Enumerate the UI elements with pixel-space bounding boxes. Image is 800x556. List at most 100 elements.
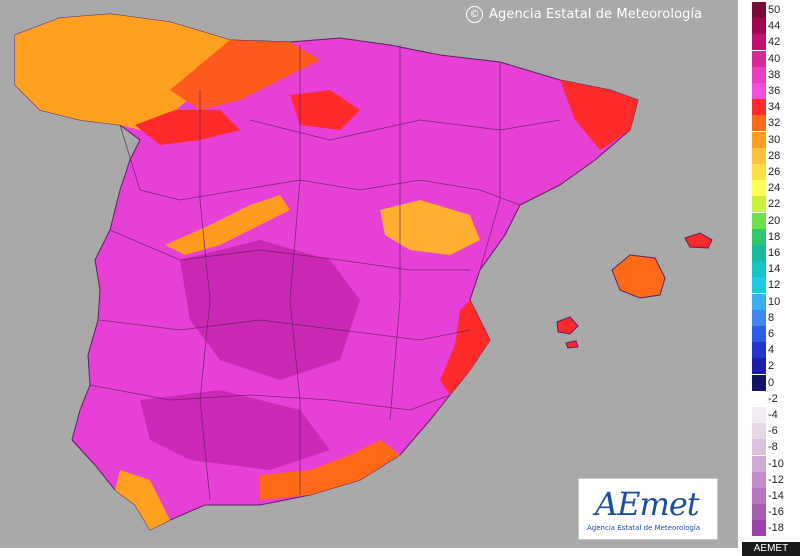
temperature-map [14, 13, 713, 531]
central-hot-core [180, 240, 360, 380]
menorca [684, 232, 713, 249]
legend-label: -18 [768, 522, 784, 535]
legend-swatch [752, 374, 766, 391]
legend-entry: -4 [742, 407, 798, 423]
legend-label: 30 [768, 133, 781, 146]
northwest-hot-band [135, 110, 240, 145]
legend-swatch [752, 277, 766, 294]
legend-label: 12 [768, 279, 781, 292]
mallorca [611, 254, 666, 299]
credit-text: © Agencia Estatal de Meteorología [466, 6, 702, 23]
temperature-legend: 50 44 42 40 38 36 34 32 30 28 26 24 22 20 18 16 14 12 10 8 6… [742, 2, 798, 548]
legend-entry: 40 [742, 50, 798, 67]
legend-swatch [752, 196, 766, 213]
legend-label: 40 [768, 52, 781, 65]
legend-label: 32 [768, 117, 781, 130]
legend-label: 14 [768, 263, 781, 276]
legend-label: 10 [768, 295, 781, 308]
legend-entry: 50 [742, 2, 798, 18]
iberian-mountains [380, 200, 480, 255]
legend-entry: 34 [742, 99, 798, 116]
legend-entry: 42 [742, 34, 798, 51]
legend-label: 20 [768, 214, 781, 227]
legend-entry: 2 [742, 358, 798, 375]
ibiza [556, 316, 579, 335]
legend-swatch [752, 50, 766, 67]
legend-entry: 26 [742, 164, 798, 180]
legend-label: 50 [768, 4, 781, 16]
credit-label: Agencia Estatal de Meteorología [489, 7, 703, 22]
legend-entry: -8 [742, 439, 798, 456]
legend-label: 28 [768, 149, 781, 162]
legend-label: 36 [768, 85, 781, 97]
legend-swatch [752, 147, 766, 164]
legend-label: -2 [768, 392, 778, 405]
legend-entry: -16 [742, 504, 798, 521]
legend-label: 22 [768, 198, 781, 211]
legend-entry: -10 [742, 455, 798, 472]
legend-entry: 0 [742, 374, 798, 391]
legend-entry: 18 [742, 228, 798, 245]
south-coast [260, 440, 400, 500]
legend-entry: 38 [742, 66, 798, 83]
legend-label: 24 [768, 182, 781, 195]
aemet-logo-mark: AEmet [595, 485, 700, 523]
legend-entry: 30 [742, 131, 798, 148]
legend-label: -12 [768, 473, 784, 486]
legend-label: 8 [768, 311, 775, 324]
legend-swatch [752, 66, 766, 83]
map-panel: © Agencia Estatal de Meteorología AEmet A… [0, 0, 738, 548]
copyright-icon: © [466, 6, 483, 23]
legend-entry: 6 [742, 326, 798, 342]
legend-label: 0 [768, 376, 775, 389]
legend-entry: 8 [742, 309, 798, 326]
legend-entry: 20 [742, 212, 798, 229]
legend-label: -10 [768, 457, 784, 470]
legend-label: 16 [768, 247, 781, 259]
legend-entry: 44 [742, 18, 798, 35]
legend-entry: -14 [742, 488, 798, 504]
central-mountains [165, 195, 290, 255]
legend-entry: 32 [742, 115, 798, 132]
aemet-logo-subtitle: Agencia Estatal de Meteorología [587, 524, 701, 532]
legend-label: 44 [768, 20, 781, 33]
legend-swatch [752, 293, 766, 310]
province-borders [89, 45, 561, 501]
legend-swatch [752, 34, 766, 51]
legend-entry: 16 [742, 245, 798, 261]
legend-label: 26 [768, 166, 781, 178]
legend-swatch [752, 18, 766, 35]
legend-label: -8 [768, 441, 778, 454]
legend-swatch [752, 164, 766, 180]
legend-label: -6 [768, 425, 778, 438]
legend-swatch [752, 504, 766, 521]
legend-label: 34 [768, 101, 781, 114]
legend-swatch [752, 439, 766, 456]
legend-label: -16 [768, 506, 784, 519]
legend-swatch [752, 212, 766, 229]
legend-swatch [752, 407, 766, 423]
levante-coast [440, 300, 490, 395]
legend-swatch [752, 2, 766, 18]
legend-entry: 14 [742, 261, 798, 278]
legend-label: 6 [768, 328, 775, 340]
legend-swatch [752, 83, 766, 99]
legend-entry: -6 [742, 423, 798, 440]
aemet-logo: AEmet Agencia Estatal de Meteorología [578, 478, 718, 540]
legend-label: -4 [768, 409, 778, 421]
legend-swatch [752, 423, 766, 440]
formentera [565, 340, 579, 349]
legend-swatch [752, 228, 766, 245]
legend-entry: 22 [742, 196, 798, 213]
legend-entry: 12 [742, 277, 798, 294]
legend-swatch [752, 115, 766, 132]
legend-label: 4 [768, 344, 775, 357]
legend-swatch [752, 488, 766, 504]
legend-swatch [752, 342, 766, 359]
legend-entry: 4 [742, 342, 798, 359]
legend-swatch [752, 309, 766, 326]
legend-swatch [752, 326, 766, 342]
legend-label: -14 [768, 490, 784, 502]
cantabrian-warm [290, 90, 360, 130]
legend-swatch [752, 245, 766, 261]
